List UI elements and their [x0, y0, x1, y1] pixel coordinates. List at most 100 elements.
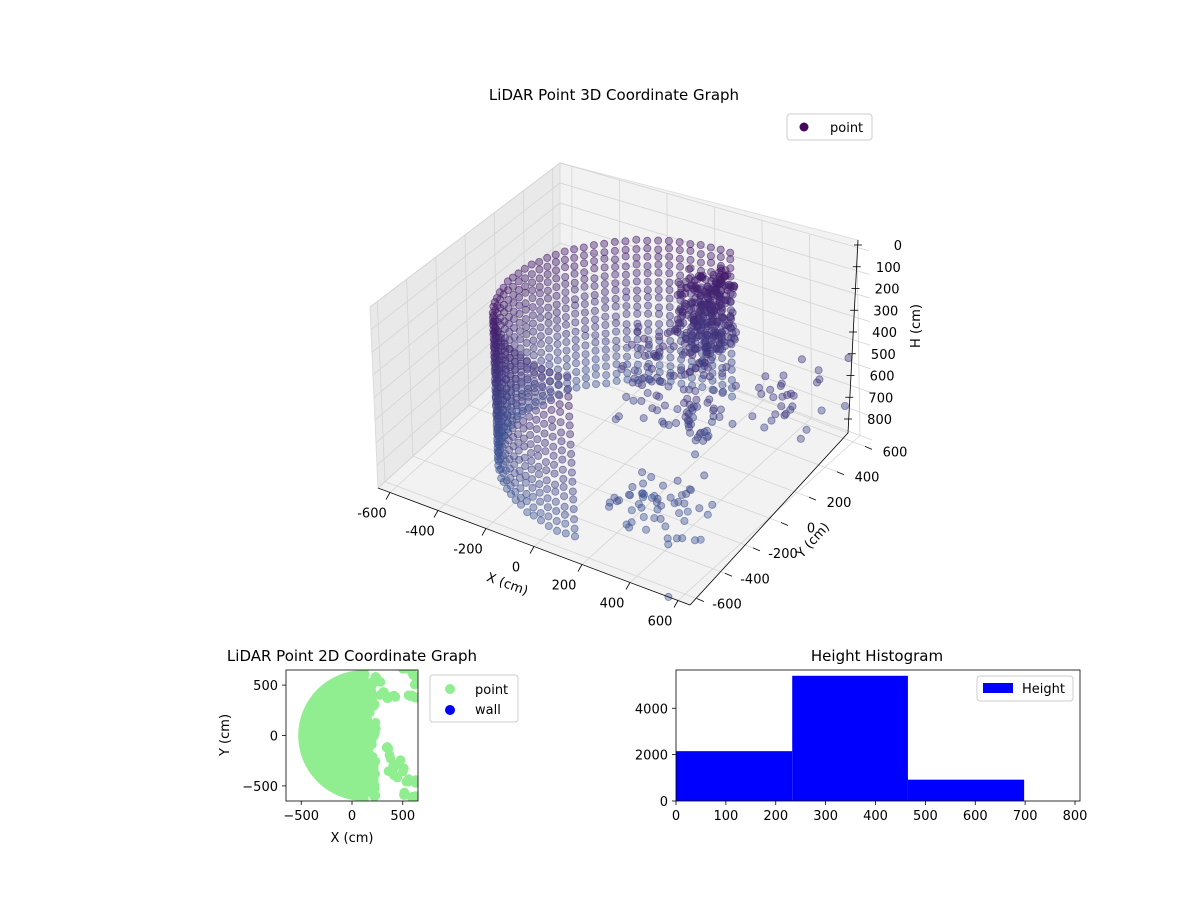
point: [362, 752, 372, 762]
lidar-point: [527, 465, 536, 474]
lidar-point: [748, 412, 757, 421]
lidar-point: [521, 288, 530, 297]
lidar-point: [553, 348, 562, 357]
lidar-point: [600, 279, 609, 288]
lidar-point: [561, 304, 570, 313]
point: [398, 766, 408, 777]
lidar-point: [537, 516, 546, 525]
lidar-point: [569, 495, 578, 504]
lidar-point: [621, 262, 630, 271]
lidar-point: [561, 529, 570, 538]
lidar-point: [718, 345, 727, 354]
lidar-point: [654, 293, 663, 302]
lidar-point: [643, 262, 652, 271]
lidar-point: [500, 431, 509, 440]
lidar-point: [519, 424, 528, 433]
lidar-point: [727, 365, 736, 374]
scatter2d-chart: LiDAR Point 2D Coordinate Graph −500 0 500…: [218, 647, 519, 846]
lidar-point: [581, 358, 590, 367]
lidar-point: [633, 294, 642, 303]
grid-z: [373, 242, 871, 398]
grid-z: [369, 162, 869, 308]
lidar-point: [686, 246, 695, 255]
x-tick-mark: [433, 510, 439, 518]
lidar-point: [540, 419, 549, 428]
lidar-point: [601, 329, 610, 338]
lidar-point: [627, 506, 636, 515]
lidar-point: [686, 255, 695, 264]
lidar-point: [555, 400, 564, 409]
lidar-point: [546, 393, 555, 402]
lidar-point: [526, 430, 535, 439]
lidar-point: [634, 500, 643, 509]
hist-title: Height Histogram: [811, 647, 943, 665]
lidar-point: [611, 270, 620, 279]
scatter3d-ticks: -600-400-2000200400600-600-400-200020040…: [357, 239, 907, 630]
lidar-point: [707, 258, 716, 267]
x-tick-mark: [385, 492, 391, 500]
lidar-point: [612, 336, 621, 345]
lidar-point: [536, 323, 545, 332]
lidar-point: [686, 485, 695, 494]
lidar-point: [708, 343, 717, 352]
lidar-point: [552, 300, 561, 309]
lidar-point: [545, 377, 554, 386]
lidar-point: [561, 288, 570, 297]
lidar-point: [601, 296, 610, 305]
lidar-point: [590, 274, 599, 283]
lidar-point: [675, 254, 684, 263]
lidar-point: [544, 327, 553, 336]
lidar-point: [687, 323, 696, 332]
lidar-point: [591, 322, 600, 331]
lidar-point: [687, 313, 696, 322]
point: [362, 766, 372, 776]
lidar-point: [527, 270, 536, 279]
lidar-point: [500, 334, 509, 343]
y-tick-mark: [696, 598, 705, 603]
lidar-point: [655, 309, 664, 318]
lidar-point: [666, 377, 675, 386]
z-tick-label: 200: [875, 283, 900, 298]
lidar-point: [558, 465, 567, 474]
lidar-point: [541, 458, 550, 467]
lidar-point: [582, 381, 591, 390]
lidar-point: [707, 317, 716, 326]
lidar-point: [521, 305, 530, 314]
lidar-point: [543, 253, 552, 262]
point: [414, 693, 418, 703]
lidar-point: [571, 351, 580, 360]
lidar-point: [623, 352, 632, 361]
hist-legend-swatch: [983, 683, 1013, 693]
lidar-point: [622, 343, 631, 352]
lidar-point: [506, 369, 515, 378]
lidar-point: [654, 303, 663, 312]
point: [384, 750, 395, 761]
lidar-point: [548, 422, 557, 431]
lidar-point: [543, 494, 552, 503]
lidar-point: [524, 397, 533, 406]
lidar-point: [571, 343, 580, 352]
lidar-point: [622, 293, 631, 302]
lidar-point: [647, 493, 656, 502]
lidar-point: [627, 518, 636, 527]
lidar-point: [718, 354, 727, 363]
lidar-point: [563, 386, 572, 395]
lidar-point: [548, 432, 557, 441]
lidar-point: [655, 361, 664, 370]
lidar-point: [554, 373, 563, 382]
lidar-point: [632, 244, 641, 253]
lidar-point: [666, 336, 675, 345]
lidar-point: [610, 493, 619, 502]
scatter2d-legend-wall-marker: [445, 705, 455, 715]
lidar-point: [522, 322, 531, 331]
lidar-point: [666, 345, 675, 354]
lidar-point: [629, 396, 638, 405]
lidar-point: [718, 380, 727, 389]
lidar-point: [687, 373, 696, 382]
lidar-point: [644, 343, 653, 352]
lidar-point: [515, 473, 524, 482]
y-tick-label: -600: [712, 598, 742, 613]
lidar-point: [611, 255, 620, 264]
x-tick-label: 300: [813, 809, 838, 824]
lidar-point: [650, 514, 659, 523]
